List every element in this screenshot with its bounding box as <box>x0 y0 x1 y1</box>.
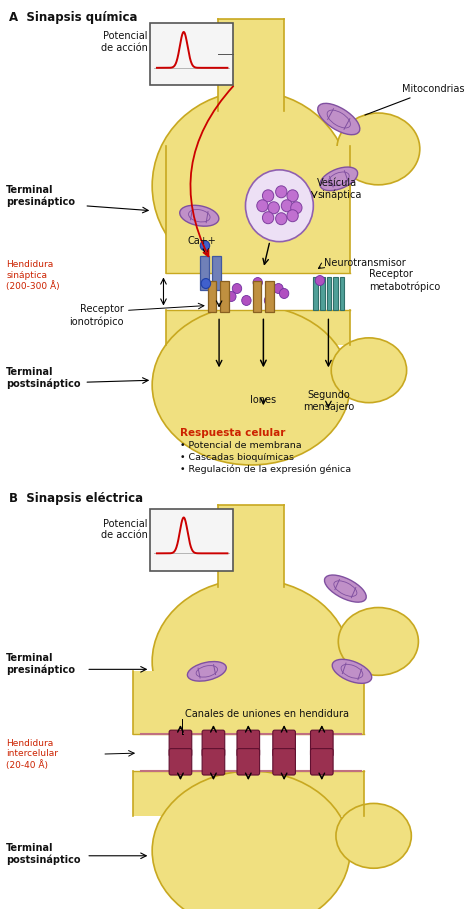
Bar <box>150 24 233 86</box>
Circle shape <box>246 170 313 242</box>
Text: Terminal
presináptico: Terminal presináptico <box>6 185 75 207</box>
Bar <box>150 509 233 571</box>
Bar <box>218 505 284 594</box>
Bar <box>313 277 318 310</box>
Bar <box>133 771 364 816</box>
Bar <box>133 734 364 771</box>
Text: Segundo
mensajero: Segundo mensajero <box>303 390 354 412</box>
Bar <box>166 310 350 345</box>
Circle shape <box>291 202 302 214</box>
Text: Receptor
metabotrópico: Receptor metabotrópico <box>369 269 440 291</box>
Bar <box>200 256 209 289</box>
Bar <box>327 277 331 310</box>
Ellipse shape <box>320 167 358 190</box>
Ellipse shape <box>325 575 366 602</box>
Text: Canales de uniones en hendidura: Canales de uniones en hendidura <box>185 709 349 719</box>
Ellipse shape <box>336 804 411 868</box>
Circle shape <box>227 291 236 301</box>
Text: • Cascadas bioquímicas: • Cascadas bioquímicas <box>181 453 294 462</box>
Bar <box>218 19 284 124</box>
Text: Hendidura
intercelular
(20-40 Å): Hendidura intercelular (20-40 Å) <box>6 739 58 770</box>
Circle shape <box>274 284 283 294</box>
Ellipse shape <box>180 206 219 227</box>
FancyBboxPatch shape <box>237 749 260 775</box>
Bar <box>166 273 350 310</box>
Text: Terminal
presináptico: Terminal presináptico <box>6 653 75 675</box>
FancyBboxPatch shape <box>202 730 225 756</box>
Text: Neurotransmisor: Neurotransmisor <box>324 258 405 268</box>
FancyBboxPatch shape <box>169 749 192 775</box>
Circle shape <box>275 186 287 197</box>
Ellipse shape <box>152 579 350 743</box>
Text: B  Sinapsis eléctrica: B Sinapsis eléctrica <box>9 492 143 505</box>
Text: A  Sinapsis química: A Sinapsis química <box>9 11 137 25</box>
Text: Respuesta celular: Respuesta celular <box>181 428 286 438</box>
Circle shape <box>232 284 242 294</box>
Circle shape <box>315 276 325 286</box>
Bar <box>340 277 345 310</box>
Bar <box>208 280 216 312</box>
Circle shape <box>201 278 210 288</box>
Ellipse shape <box>331 338 407 402</box>
Bar <box>166 146 350 273</box>
Ellipse shape <box>152 771 350 910</box>
Text: Terminal
postsináptico: Terminal postsináptico <box>6 367 81 389</box>
Circle shape <box>279 288 289 298</box>
Text: Receptor
ionotrópico: Receptor ionotrópico <box>69 304 124 327</box>
FancyBboxPatch shape <box>237 730 260 756</box>
Circle shape <box>263 190 274 202</box>
FancyBboxPatch shape <box>273 730 295 756</box>
Circle shape <box>263 212 274 224</box>
Circle shape <box>257 200 268 212</box>
Ellipse shape <box>338 608 419 675</box>
Circle shape <box>242 296 251 306</box>
Text: • Potencial de membrana: • Potencial de membrana <box>181 441 302 450</box>
FancyBboxPatch shape <box>169 730 192 756</box>
Circle shape <box>275 213 287 225</box>
FancyBboxPatch shape <box>310 730 333 756</box>
Bar <box>133 672 364 734</box>
Bar <box>220 280 228 312</box>
Circle shape <box>268 202 279 214</box>
Ellipse shape <box>187 662 226 681</box>
Ellipse shape <box>152 306 350 465</box>
Bar <box>84 273 169 310</box>
FancyBboxPatch shape <box>202 749 225 775</box>
Text: Vesícula
sináptica: Vesícula sináptica <box>317 177 362 200</box>
Bar <box>333 277 338 310</box>
Bar <box>320 277 325 310</box>
Text: • Regulación de la expresión génica: • Regulación de la expresión génica <box>181 465 352 474</box>
Circle shape <box>281 200 292 212</box>
FancyBboxPatch shape <box>310 749 333 775</box>
Bar <box>253 280 262 312</box>
Bar <box>212 256 221 289</box>
Bar <box>265 280 274 312</box>
Text: Potencial
de acción: Potencial de acción <box>100 519 147 541</box>
FancyBboxPatch shape <box>273 749 295 775</box>
Text: Mitocondrias: Mitocondrias <box>365 84 465 115</box>
Ellipse shape <box>337 113 420 185</box>
Circle shape <box>200 240 210 250</box>
Circle shape <box>264 296 274 306</box>
Text: Terminal
postsináptico: Terminal postsináptico <box>6 843 81 864</box>
Text: Iones: Iones <box>250 395 276 405</box>
Ellipse shape <box>318 104 360 135</box>
Text: Potencial
de acción: Potencial de acción <box>100 31 147 53</box>
Text: Ca++: Ca++ <box>188 236 217 246</box>
Ellipse shape <box>332 660 372 683</box>
Circle shape <box>253 278 263 288</box>
Circle shape <box>287 190 298 202</box>
Ellipse shape <box>152 91 350 280</box>
Text: Hendidura
sináptica
(200-300 Å): Hendidura sináptica (200-300 Å) <box>6 260 60 291</box>
Circle shape <box>287 209 298 222</box>
